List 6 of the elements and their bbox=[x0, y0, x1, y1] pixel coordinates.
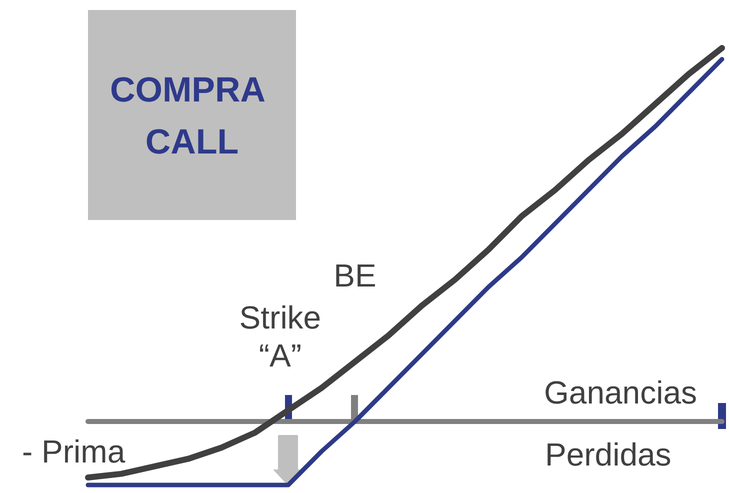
annotation: Ganancias bbox=[544, 374, 697, 411]
annotation: Strike “A” bbox=[239, 300, 322, 374]
annotation: BE bbox=[334, 258, 376, 294]
annotation: - Prima bbox=[22, 434, 126, 470]
annotation: Perdidas bbox=[545, 436, 672, 473]
text: COMPRA CALL bbox=[110, 70, 274, 162]
